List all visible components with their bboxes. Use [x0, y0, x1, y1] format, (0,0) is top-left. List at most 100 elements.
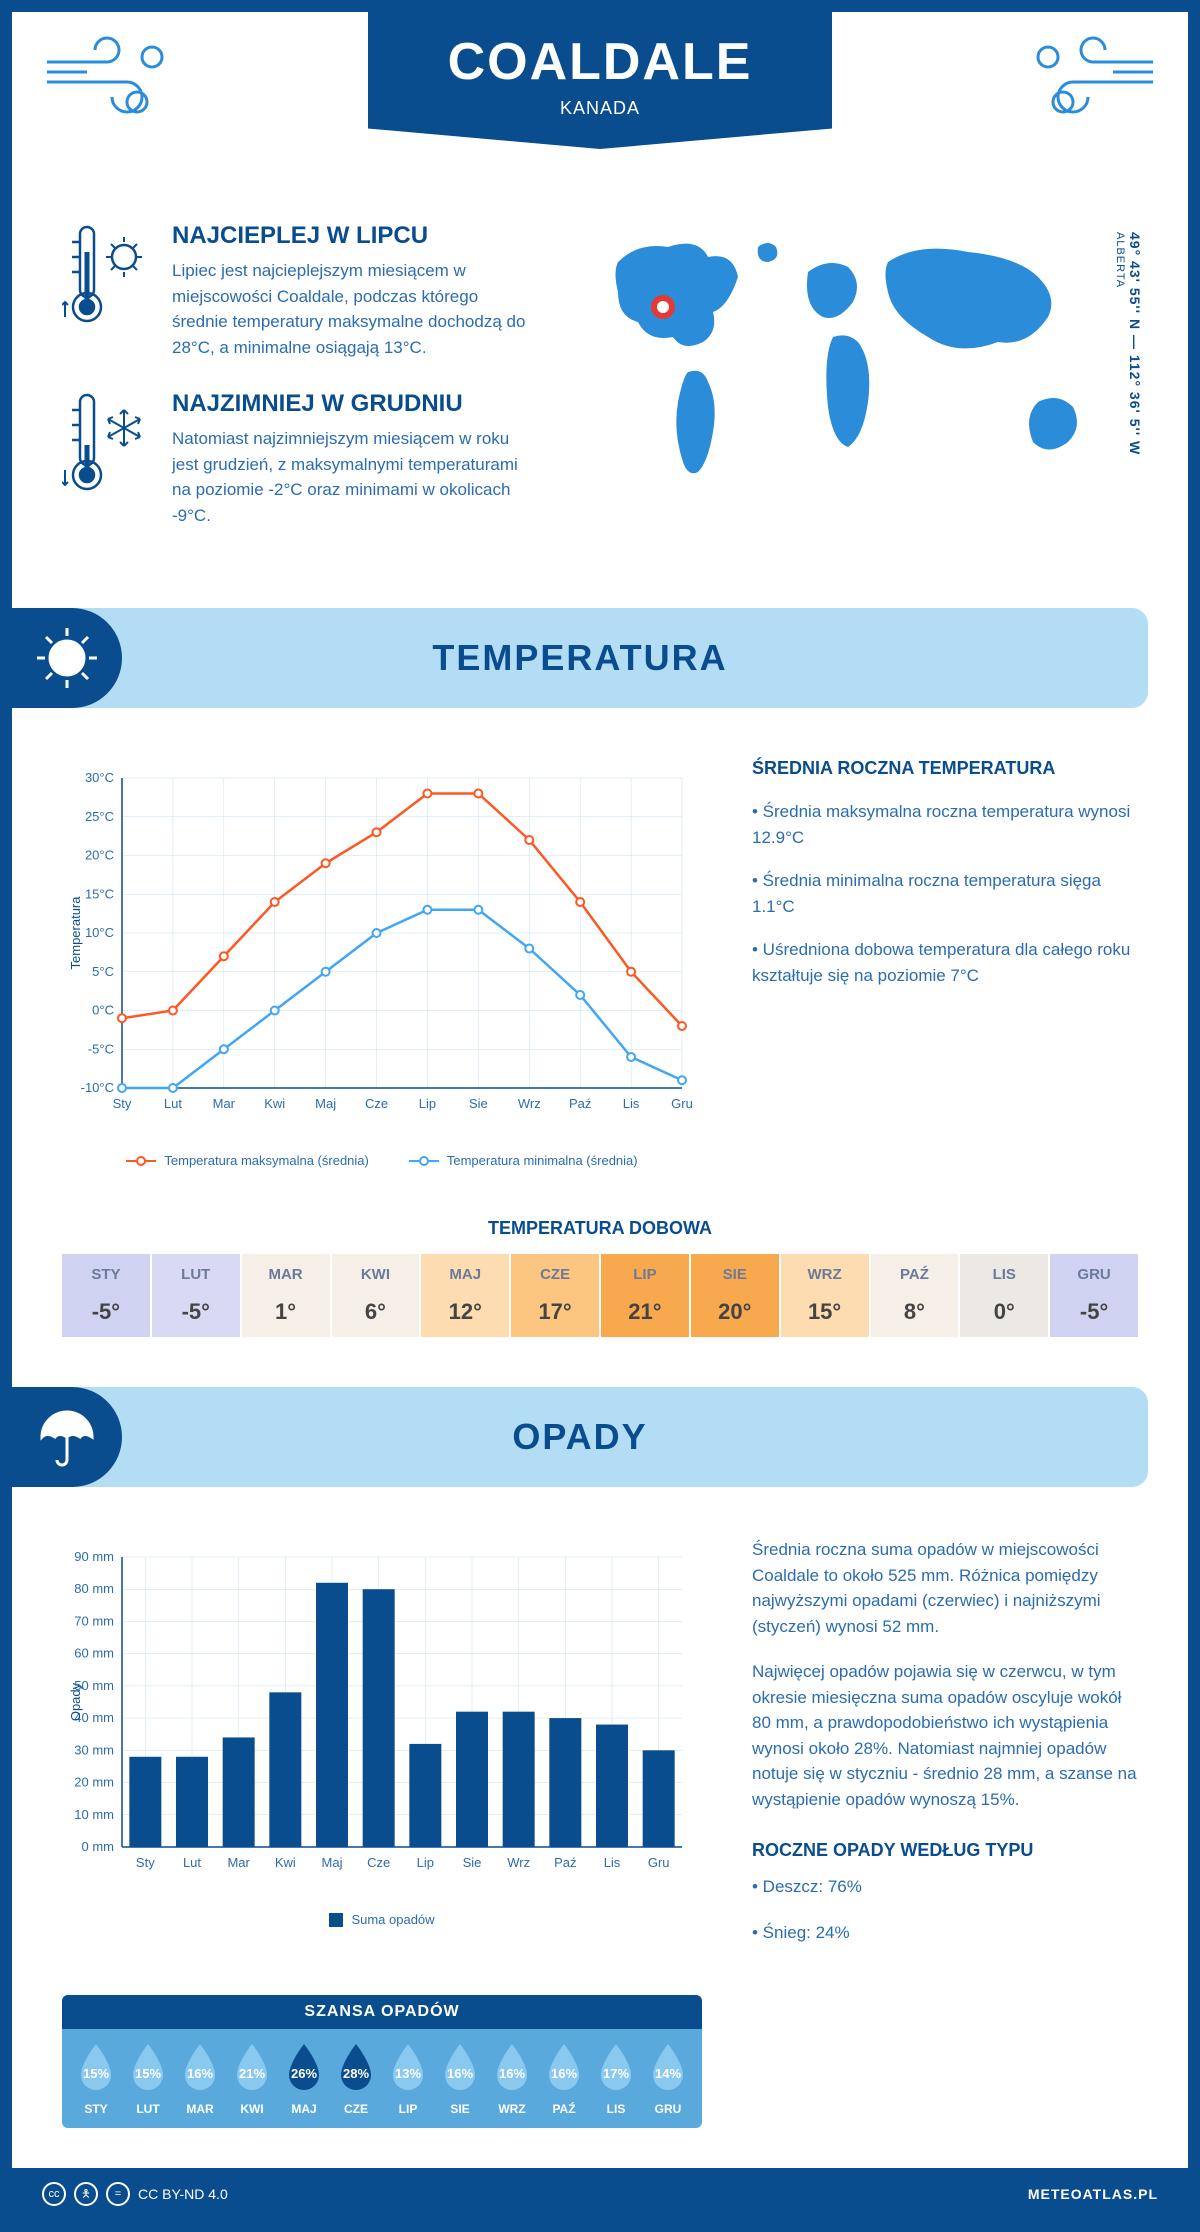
svg-text:60 mm: 60 mm — [74, 1646, 114, 1661]
warm-title: NAJCIEPLEJ W LIPCU — [172, 222, 538, 250]
svg-text:-5°C: -5°C — [88, 1041, 114, 1056]
daily-temp-title: TEMPERATURA DOBOWA — [12, 1218, 1188, 1239]
chance-drop: 16% SIE — [434, 2041, 486, 2116]
daily-cell: CZE17° — [511, 1254, 599, 1337]
precip-type-2: • Śnieg: 24% — [752, 1920, 1138, 1946]
daily-cell: WRZ15° — [781, 1254, 869, 1337]
svg-text:21%: 21% — [239, 2066, 265, 2081]
svg-text:Sty: Sty — [113, 1096, 132, 1111]
temp-info-1: • Średnia maksymalna roczna temperatura … — [752, 799, 1138, 850]
precip-chance-box: SZANSA OPADÓW 15% STY 15% LUT 16% MAR 21… — [62, 1995, 702, 2128]
svg-text:Lis: Lis — [604, 1855, 621, 1870]
coordinates: 49° 43' 55'' N — 112° 36' 5'' W — [1127, 232, 1143, 455]
precip-legend-label: Suma opadów — [351, 1912, 434, 1927]
svg-text:Lut: Lut — [183, 1855, 201, 1870]
cc-icon: cc — [42, 2182, 66, 2206]
country-subtitle: KANADA — [448, 98, 753, 119]
daily-cell: MAJ12° — [421, 1254, 509, 1337]
svg-text:Opady: Opady — [68, 1682, 83, 1721]
daily-cell: GRU-5° — [1050, 1254, 1138, 1337]
svg-text:Mar: Mar — [213, 1096, 236, 1111]
chance-grid: 15% STY 15% LUT 16% MAR 21% KWI 26% MAJ — [62, 2029, 702, 2128]
svg-text:5°C: 5°C — [92, 964, 114, 979]
precip-type-1: • Deszcz: 76% — [752, 1874, 1138, 1900]
svg-text:Sty: Sty — [136, 1855, 155, 1870]
chance-drop: 28% CZE — [330, 2041, 382, 2116]
temperature-chart: -10°C-5°C0°C5°C10°C15°C20°C25°C30°CStyLu… — [62, 758, 702, 1168]
legend-min: Temperatura minimalna (średnia) — [447, 1153, 638, 1168]
chance-drop: 21% KWI — [226, 2041, 278, 2116]
precip-text-1: Średnia roczna suma opadów w miejscowośc… — [752, 1537, 1138, 1639]
svg-text:20 mm: 20 mm — [74, 1775, 114, 1790]
chance-drop: 15% LUT — [122, 2041, 174, 2116]
svg-text:Maj: Maj — [315, 1096, 336, 1111]
svg-text:17%: 17% — [603, 2066, 629, 2081]
daily-cell: LUT-5° — [152, 1254, 240, 1337]
svg-text:13%: 13% — [395, 2066, 421, 2081]
legend-max: Temperatura maksymalna (średnia) — [164, 1153, 368, 1168]
precip-chart: 0 mm10 mm20 mm30 mm40 mm50 mm60 mm70 mm8… — [62, 1537, 702, 1965]
svg-text:Sie: Sie — [469, 1096, 488, 1111]
cold-fact-text: NAJZIMNIEJ W GRUDNIU Natomiast najzimnie… — [172, 390, 538, 528]
svg-text:0°C: 0°C — [92, 1003, 114, 1018]
chance-drop: 15% STY — [70, 2041, 122, 2116]
daily-cell: LIS0° — [960, 1254, 1048, 1337]
svg-text:Cze: Cze — [365, 1096, 388, 1111]
precip-legend: Suma opadów — [62, 1912, 702, 1927]
page: COALDALE KANADA — [0, 0, 1200, 2232]
location-marker — [654, 298, 672, 316]
svg-text:Mar: Mar — [227, 1855, 250, 1870]
precip-type-title: ROCZNE OPADY WEDŁUG TYPU — [752, 1837, 1138, 1864]
chance-drop: 16% MAR — [174, 2041, 226, 2116]
wind-icon — [1018, 32, 1158, 132]
svg-text:Kwi: Kwi — [264, 1096, 285, 1111]
svg-text:0 mm: 0 mm — [82, 1839, 115, 1854]
svg-text:Temperatura: Temperatura — [68, 896, 83, 970]
temperature-title: TEMPERATURA — [122, 637, 1148, 679]
warm-body: Lipiec jest najcieplejszym miesiącem w m… — [172, 258, 538, 360]
daily-cell: MAR1° — [242, 1254, 330, 1337]
thermometer-snow-icon — [62, 390, 152, 500]
license: cc 🯅 = CC BY-ND 4.0 — [42, 2182, 228, 2206]
footer: cc 🯅 = CC BY-ND 4.0 METEOATLAS.PL — [12, 2168, 1188, 2220]
daily-temp-grid: STY-5° LUT-5° MAR1° KWI6° MAJ12° CZE17° … — [62, 1254, 1138, 1337]
warm-fact-text: NAJCIEPLEJ W LIPCU Lipiec jest najcieple… — [172, 222, 538, 360]
daily-cell: KWI6° — [332, 1254, 420, 1337]
svg-text:28%: 28% — [343, 2066, 369, 2081]
svg-text:25°C: 25°C — [85, 809, 114, 824]
temperature-info: ŚREDNIA ROCZNA TEMPERATURA • Średnia mak… — [752, 758, 1138, 1168]
daily-cell: PAŹ8° — [871, 1254, 959, 1337]
license-text: CC BY-ND 4.0 — [138, 2186, 228, 2202]
svg-text:Lip: Lip — [417, 1855, 434, 1870]
umbrella-icon — [12, 1387, 122, 1487]
chance-drop: 14% GRU — [642, 2041, 694, 2116]
chance-drop: 26% MAJ — [278, 2041, 330, 2116]
wind-icon — [42, 32, 182, 132]
precip-section-header: OPADY — [12, 1387, 1148, 1487]
svg-text:Wrz: Wrz — [507, 1855, 530, 1870]
svg-text:70 mm: 70 mm — [74, 1613, 114, 1628]
svg-text:20°C: 20°C — [85, 848, 114, 863]
svg-text:30 mm: 30 mm — [74, 1742, 114, 1757]
svg-text:Kwi: Kwi — [275, 1855, 296, 1870]
svg-text:30°C: 30°C — [85, 770, 114, 785]
svg-text:Sie: Sie — [463, 1855, 482, 1870]
svg-text:10°C: 10°C — [85, 925, 114, 940]
svg-text:Paź: Paź — [569, 1096, 591, 1111]
nd-icon: = — [106, 2182, 130, 2206]
chance-drop: 16% WRZ — [486, 2041, 538, 2116]
svg-text:Gru: Gru — [648, 1855, 670, 1870]
daily-cell: LIP21° — [601, 1254, 689, 1337]
header: COALDALE KANADA — [12, 12, 1188, 182]
temp-info-2: • Średnia minimalna roczna temperatura s… — [752, 868, 1138, 919]
svg-text:Paź: Paź — [554, 1855, 576, 1870]
svg-text:16%: 16% — [551, 2066, 577, 2081]
facts-column: NAJCIEPLEJ W LIPCU Lipiec jest najcieple… — [62, 222, 538, 558]
title-block: COALDALE KANADA — [368, 12, 833, 149]
temperature-legend: Temperatura maksymalna (średnia) Tempera… — [62, 1153, 702, 1168]
chance-drop: 17% LIS — [590, 2041, 642, 2116]
precip-info: Średnia roczna suma opadów w miejscowośc… — [752, 1537, 1138, 1965]
svg-text:10 mm: 10 mm — [74, 1807, 114, 1822]
by-icon: 🯅 — [74, 2182, 98, 2206]
temperature-body: -10°C-5°C0°C5°C10°C15°C20°C25°C30°CStyLu… — [12, 728, 1188, 1198]
